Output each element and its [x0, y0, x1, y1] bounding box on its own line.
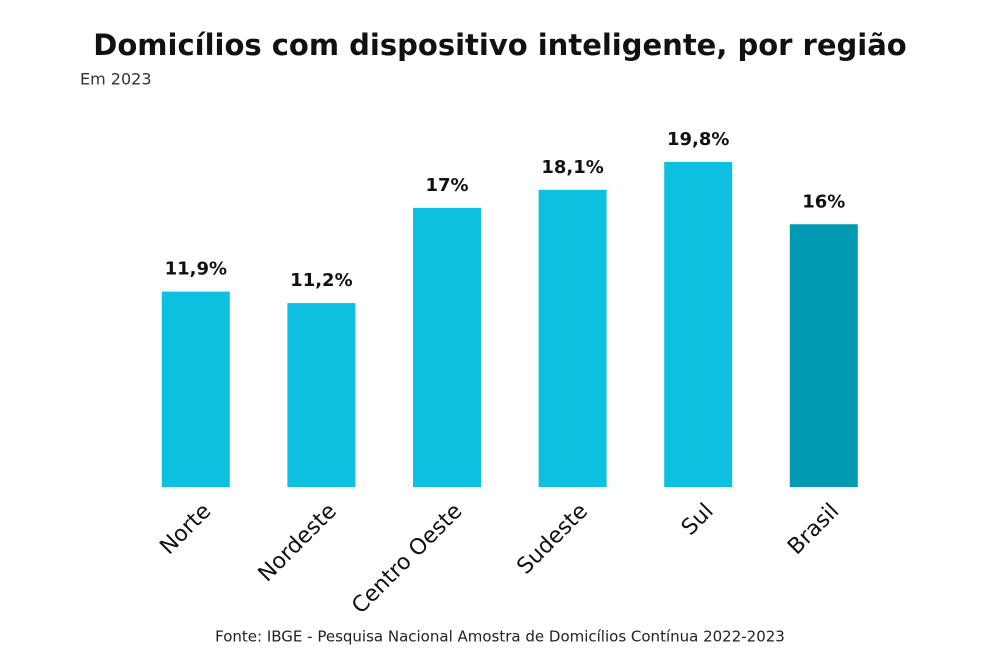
bar: [287, 303, 356, 487]
value-label: 19,8%: [667, 129, 729, 150]
chart-title: Domicílios com dispositivo inteligente, …: [93, 28, 906, 62]
bar: [664, 161, 733, 487]
x-tick-label: Brasil: [783, 499, 844, 560]
bar: [413, 207, 481, 488]
bar: [161, 291, 230, 487]
bar: [538, 189, 607, 487]
value-label: 16%: [802, 191, 845, 212]
source-note: Fonte: IBGE - Pesquisa Nacional Amostra …: [215, 628, 785, 646]
x-tick-label: Norte: [155, 499, 216, 560]
value-label: 11,9%: [165, 259, 227, 280]
bar: [789, 224, 858, 487]
value-label: 17%: [425, 175, 468, 196]
x-tick-label: Centro Oeste: [347, 499, 467, 619]
x-tick-label: Sul: [677, 499, 719, 541]
x-tick-label: Nordeste: [254, 499, 342, 587]
chart-subtitle: Em 2023: [80, 70, 152, 89]
value-label: 18,1%: [541, 157, 603, 178]
x-tick-label: Sudeste: [512, 499, 593, 580]
value-label: 11,2%: [290, 270, 352, 291]
